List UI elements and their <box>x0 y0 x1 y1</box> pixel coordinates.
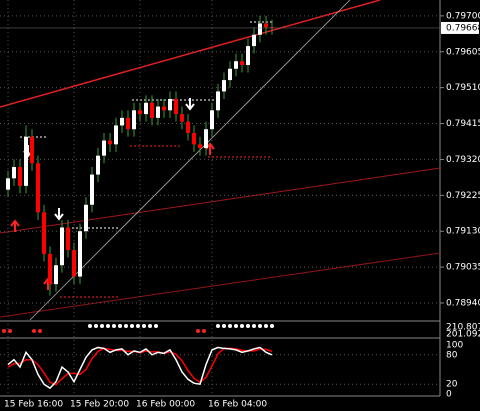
candle-body <box>192 132 196 145</box>
y-tick-label: 80 <box>446 350 458 360</box>
last-price-label: 0.79668 <box>446 23 480 33</box>
candle-body <box>102 140 106 156</box>
candle-body <box>150 102 154 118</box>
trend-line <box>0 252 441 318</box>
decorations <box>0 0 441 397</box>
candle-body <box>252 34 256 47</box>
y-tick-label: 0.79225 <box>446 191 480 201</box>
candle-body <box>72 250 76 277</box>
candle-body <box>96 155 100 175</box>
candle-body <box>60 227 64 266</box>
x-tick-label: 16 Feb 04:00 <box>208 400 267 410</box>
candle-body <box>132 110 136 130</box>
oscillator-line <box>7 347 273 386</box>
candle-body <box>162 106 166 111</box>
candle-body <box>84 204 88 232</box>
y-tick-label: 0.79035 <box>446 263 480 273</box>
y-tick-label: 0.79510 <box>446 83 480 93</box>
candle-body <box>42 212 46 254</box>
candle-body <box>18 166 22 186</box>
candle-body <box>228 68 232 81</box>
oscillator-line <box>7 346 273 390</box>
last-price-box <box>441 21 479 34</box>
candle-body <box>78 231 82 277</box>
y-tick-label: 0.79700 <box>446 11 480 21</box>
y-tick-label: 100 <box>446 341 463 351</box>
y-tick-label: 0.79320 <box>446 155 480 165</box>
candle-body <box>270 27 274 29</box>
trend-line <box>0 0 381 108</box>
candle-body <box>24 136 28 186</box>
candle-body <box>234 61 238 69</box>
candle-body <box>168 98 172 111</box>
y-tick-label: 0.79130 <box>446 227 480 237</box>
candle-body <box>12 166 16 179</box>
candle-body <box>174 98 178 115</box>
trend-line <box>0 167 441 234</box>
candle-body <box>198 144 202 149</box>
candle-body <box>216 91 220 111</box>
candle-body <box>186 121 190 133</box>
y-tick-label: 20 <box>446 380 458 390</box>
candle-body <box>54 265 58 285</box>
y-tick-label: 0 <box>446 390 452 400</box>
candle-body <box>264 23 268 28</box>
strip-label: 210.8074 <box>446 323 480 333</box>
candle-body <box>258 23 262 35</box>
candle-body <box>180 114 184 122</box>
candle-body <box>240 61 244 65</box>
x-tick-label: 15 Feb 16:00 <box>4 400 63 410</box>
trend-line <box>29 0 351 321</box>
candle-body <box>222 80 226 92</box>
y-tick-label: 0.78940 <box>446 298 480 308</box>
candle-body <box>156 106 160 118</box>
candle-body <box>126 117 130 130</box>
candle-body <box>246 46 250 65</box>
strip-label: 201.0924 <box>446 330 480 340</box>
y-tick-label: 0.79415 <box>446 119 480 129</box>
candle-body <box>36 163 40 213</box>
strip-dots <box>88 324 274 328</box>
y-tick-label: 0.79605 <box>446 47 480 57</box>
x-tick-label: 15 Feb 20:00 <box>70 400 129 410</box>
candle-body <box>138 110 142 115</box>
x-tick-label: 16 Feb 00:00 <box>136 400 195 410</box>
candle-body <box>6 178 10 190</box>
candle-body <box>120 117 124 126</box>
candle-body <box>114 125 118 145</box>
arrow-down <box>23 98 195 221</box>
candle-body <box>144 102 148 115</box>
strip-dots <box>2 329 206 333</box>
candle-body <box>66 227 70 251</box>
candle-body <box>204 129 208 149</box>
candle-body <box>30 136 34 164</box>
candle-body <box>48 253 52 285</box>
candle-body <box>108 140 112 145</box>
candle-body <box>90 174 94 205</box>
candle-body <box>210 110 214 130</box>
